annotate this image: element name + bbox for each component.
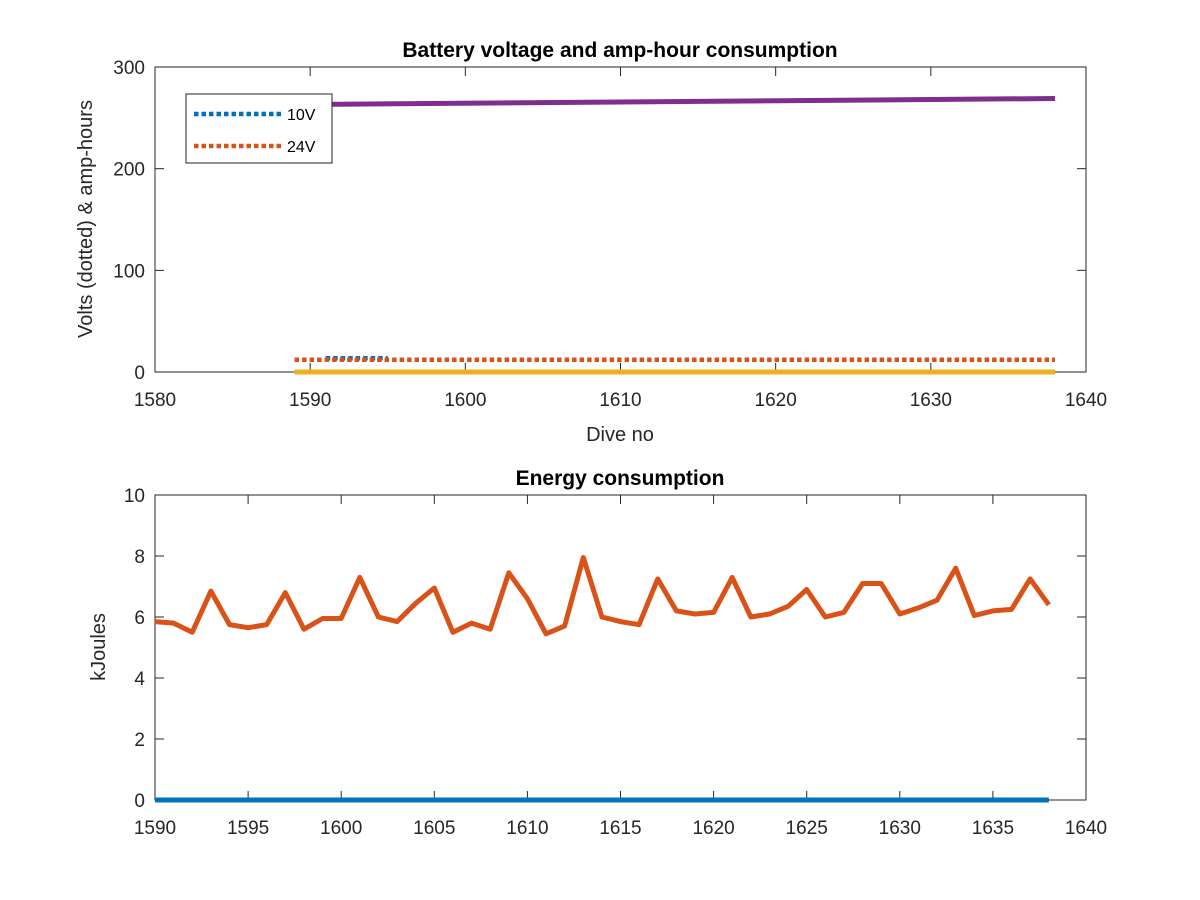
x-tick-label: 1590 [134, 818, 176, 839]
energy-chart-ticks: 1590 1595 1600 1605 1610 1615 1620 1625 1630 1635… [124, 486, 1107, 839]
y-tick-label: 8 [134, 547, 145, 568]
y-tick-label: 200 [113, 160, 145, 181]
voltage-chart-legend: 10V 24V [185, 93, 333, 164]
energy-chart-energy-line [154, 555, 1051, 637]
energy-chart-series [154, 555, 1051, 803]
energy-chart: Energy consumption 1590 1595 1600 1605 1610 1… [88, 467, 1107, 839]
legend-label-10v: 10V [287, 107, 316, 124]
x-tick-label: 1580 [134, 390, 176, 411]
voltage-chart: Battery voltage and amp-hour consumption… [75, 39, 1107, 446]
x-tick-label: 1605 [413, 818, 455, 839]
y-tick-label: 6 [134, 608, 145, 629]
x-tick-label: 1620 [755, 390, 797, 411]
x-tick-label: 1610 [506, 818, 548, 839]
x-tick-label: 1600 [444, 390, 486, 411]
y-tick-label: 0 [134, 363, 145, 384]
x-tick-label: 1590 [289, 390, 331, 411]
y-tick-label: 10 [124, 486, 145, 507]
legend-box [185, 93, 333, 164]
x-tick-label: 1610 [599, 390, 641, 411]
y-tick-label: 4 [134, 669, 145, 690]
voltage-chart-title: Battery voltage and amp-hour consumption [402, 39, 837, 62]
legend-label-24v: 24V [287, 139, 316, 156]
x-tick-label: 1640 [1065, 818, 1107, 839]
voltage-chart-ticks: 1580 1590 1600 1610 1620 1630 1640 0 100 200 300 [113, 58, 1107, 411]
x-tick-label: 1635 [972, 818, 1014, 839]
y-tick-label: 300 [113, 58, 145, 79]
x-tick-label: 1630 [910, 390, 952, 411]
y-tick-label: 2 [134, 730, 145, 751]
energy-chart-ylabel: kJoules [88, 613, 110, 681]
x-tick-label: 1600 [320, 818, 362, 839]
energy-chart-plot-area [154, 494, 1087, 801]
energy-chart-title: Energy consumption [516, 467, 725, 490]
voltage-chart-series [294, 96, 1056, 375]
x-tick-label: 1630 [879, 818, 921, 839]
voltage-chart-purple-line [294, 96, 1056, 108]
x-tick-label: 1620 [692, 818, 734, 839]
voltage-chart-ylabel: Volts (dotted) & amp-hours [75, 100, 97, 338]
x-tick-label: 1595 [227, 818, 269, 839]
x-tick-label: 1615 [599, 818, 641, 839]
y-tick-label: 100 [113, 261, 145, 282]
voltage-chart-xlabel: Dive no [586, 424, 654, 446]
y-tick-label: 0 [134, 791, 145, 812]
x-tick-label: 1625 [786, 818, 828, 839]
x-tick-label: 1640 [1065, 390, 1107, 411]
